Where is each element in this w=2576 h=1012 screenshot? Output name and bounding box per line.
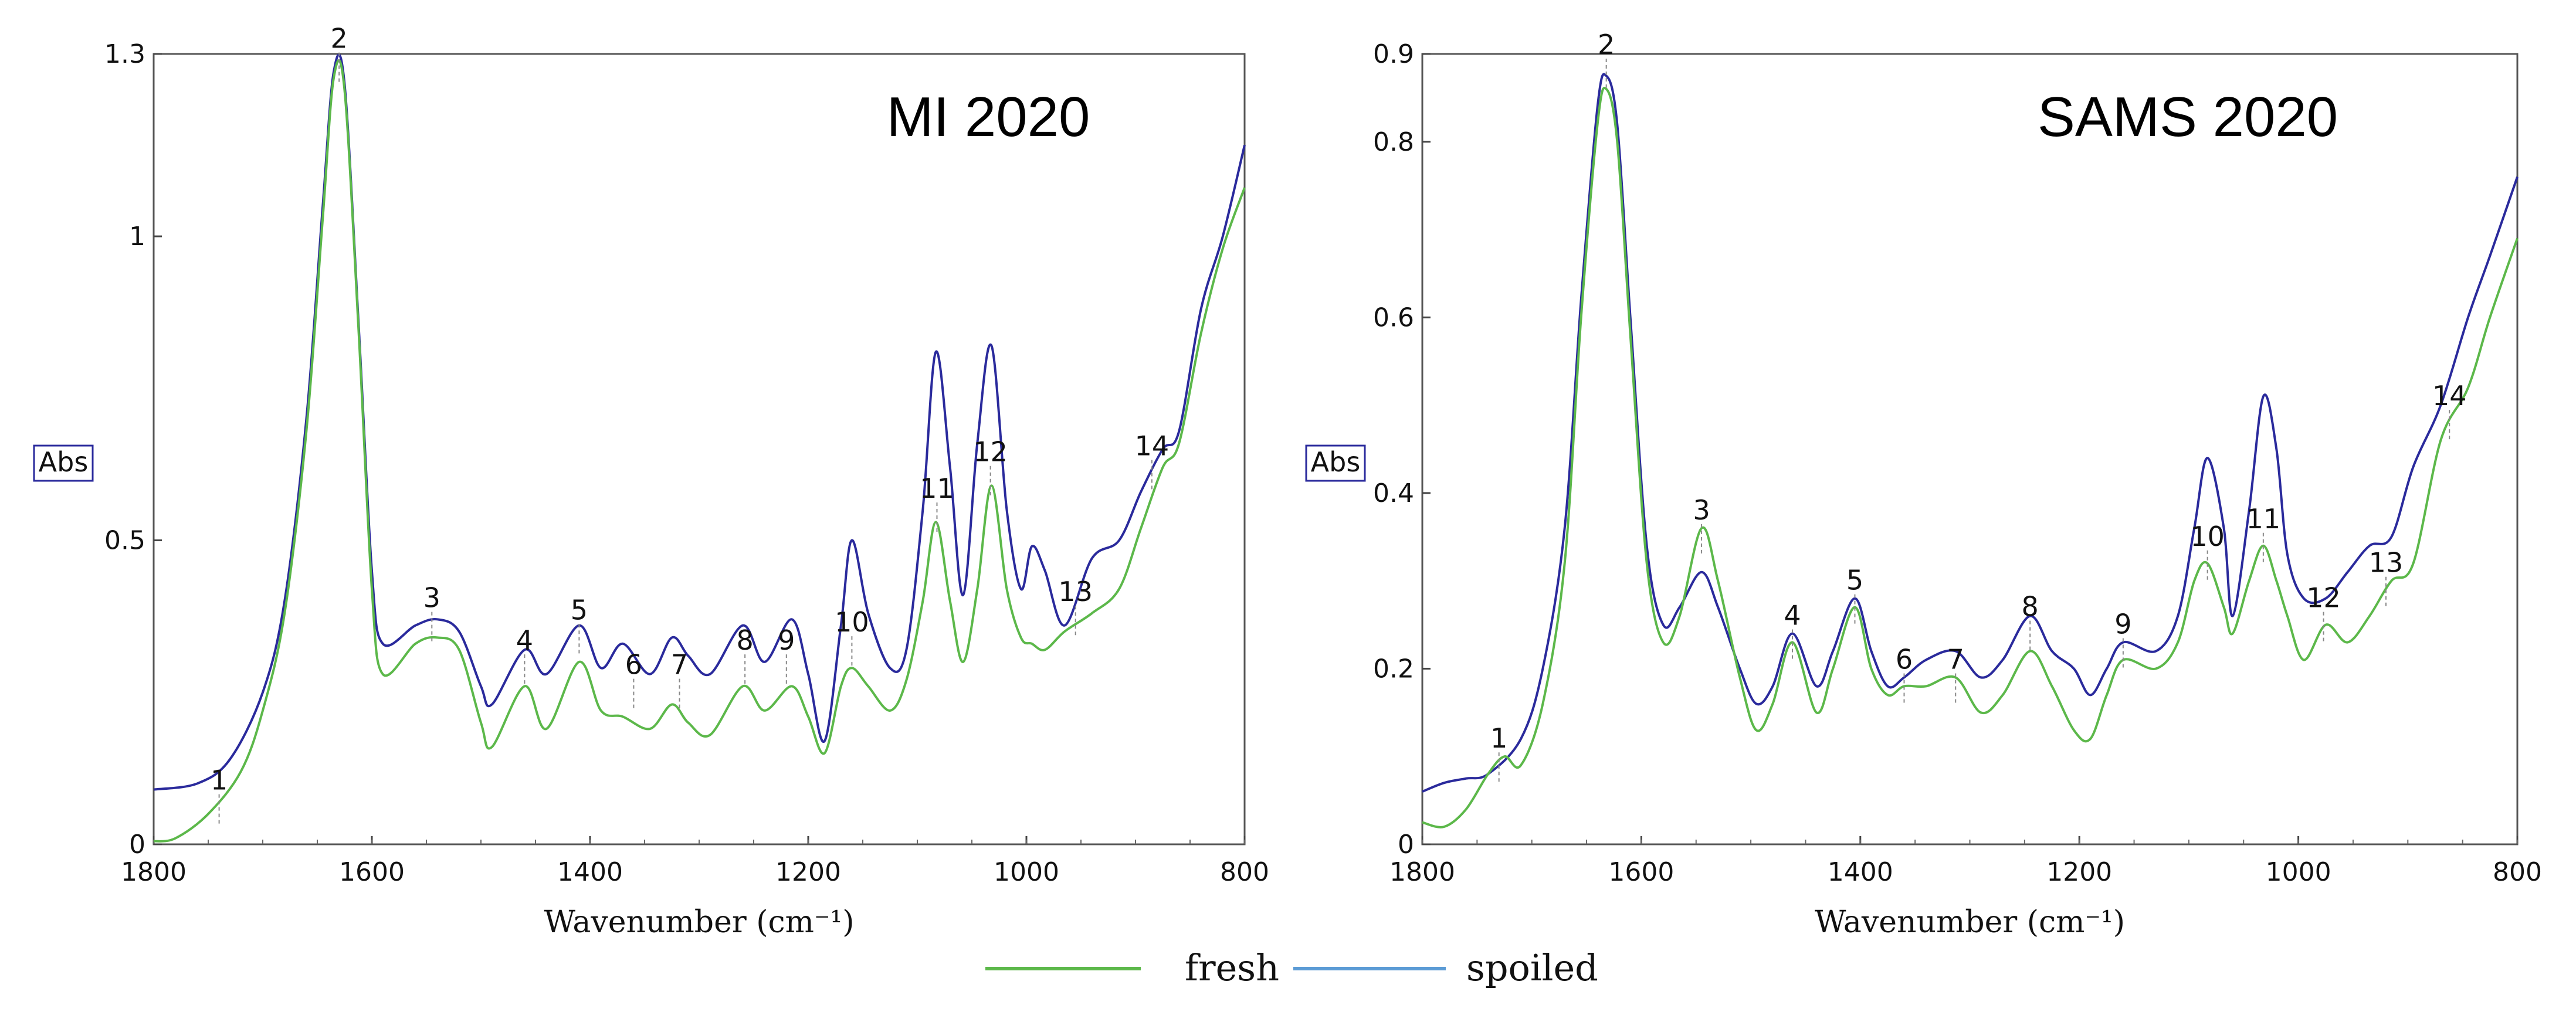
- y-tick-label: 1.3: [104, 39, 145, 69]
- legend-label-spoiled: spoiled: [1466, 946, 1598, 989]
- peak-label-4: 4: [516, 624, 533, 656]
- series-line-spoiled: [153, 53, 1246, 791]
- peak-label-9: 9: [2114, 609, 2131, 640]
- y-tick-label: 0.5: [104, 526, 145, 556]
- y-tick-label: 1: [129, 222, 145, 252]
- peak-label-1: 1: [1490, 722, 1507, 754]
- x-axis-label: Wavenumber (cm⁻¹): [544, 905, 854, 940]
- peak-label-6: 6: [625, 649, 642, 681]
- peak-label-9: 9: [778, 624, 795, 656]
- peak-label-14: 14: [2432, 380, 2467, 412]
- peak-label-10: 10: [835, 606, 869, 638]
- peak-label-3: 3: [423, 582, 440, 614]
- y-label-box: [33, 444, 94, 482]
- peak-label-12: 12: [2306, 582, 2341, 614]
- peak-label-14: 14: [1135, 430, 1170, 461]
- peak-label-13: 13: [2369, 547, 2404, 579]
- y-tick-label: 0.2: [1373, 654, 1414, 684]
- y-tick-label: 0.8: [1373, 127, 1414, 157]
- panel-sams-2020: 1800 1600 1400 1200 1000 800 0 0.2 0.4 0.6 0.8 0.9 1…: [1305, 29, 2542, 940]
- y-axis-label: Abs: [39, 446, 89, 478]
- x-tick-label: 1200: [2046, 857, 2112, 887]
- y-axis-label: Abs: [1311, 446, 1361, 478]
- peak-label-2: 2: [1598, 29, 1615, 60]
- x-tick-label: 1600: [1608, 857, 1674, 887]
- peak-label-10: 10: [2190, 521, 2225, 552]
- peak-label-2: 2: [331, 23, 348, 55]
- x-axis-label: Wavenumber (cm⁻¹): [1815, 905, 2125, 940]
- x-tick-label: 1000: [994, 857, 1059, 887]
- x-tick-label: 1000: [2266, 857, 2331, 887]
- peak-label-6: 6: [1896, 643, 1913, 675]
- peak-label-12: 12: [973, 436, 1008, 468]
- peak-label-11: 11: [2246, 503, 2281, 535]
- x-tick-label: 1800: [121, 857, 187, 887]
- x-tick-label: 1800: [1389, 857, 1455, 887]
- panel-title: MI 2020: [887, 86, 1090, 148]
- x-tick-label: 1400: [1828, 857, 1893, 887]
- peak-label-13: 13: [1058, 576, 1093, 607]
- legend-label-fresh: fresh: [1185, 946, 1279, 989]
- peak-label-7: 7: [671, 649, 688, 681]
- legend: fresh spoiled: [985, 946, 1598, 989]
- plot-frame: [1421, 53, 2519, 845]
- peak-label-7: 7: [1947, 643, 1964, 675]
- peak-label-5: 5: [1846, 565, 1863, 596]
- y-tick-label: 0: [1398, 830, 1414, 860]
- plot-frame: [152, 53, 1246, 845]
- peak-label-8: 8: [2022, 591, 2039, 623]
- x-tick-label: 1200: [775, 857, 841, 887]
- x-tick-label: 1600: [339, 857, 405, 887]
- series-line-fresh: [1422, 86, 2519, 828]
- series-line-fresh: [153, 59, 1246, 843]
- peak-label-1: 1: [211, 765, 228, 796]
- y-tick-label: 0.4: [1373, 478, 1414, 508]
- x-tick-label: 1400: [557, 857, 623, 887]
- peak-label-5: 5: [571, 594, 588, 626]
- panel-title: SAMS 2020: [2038, 86, 2338, 148]
- x-tick-label: 800: [2493, 857, 2542, 887]
- peak-label-3: 3: [1693, 494, 1710, 526]
- peak-label-11: 11: [920, 473, 954, 504]
- peak-label-4: 4: [1784, 600, 1801, 631]
- series-line-spoiled: [1422, 73, 2519, 793]
- peak-label-8: 8: [736, 624, 753, 656]
- x-tick-label: 800: [1220, 857, 1269, 887]
- y-tick-label: 0: [129, 830, 145, 860]
- y-tick-label: 0.9: [1373, 39, 1414, 69]
- y-tick-label: 0.6: [1373, 303, 1414, 332]
- y-label-box: [1305, 444, 1366, 482]
